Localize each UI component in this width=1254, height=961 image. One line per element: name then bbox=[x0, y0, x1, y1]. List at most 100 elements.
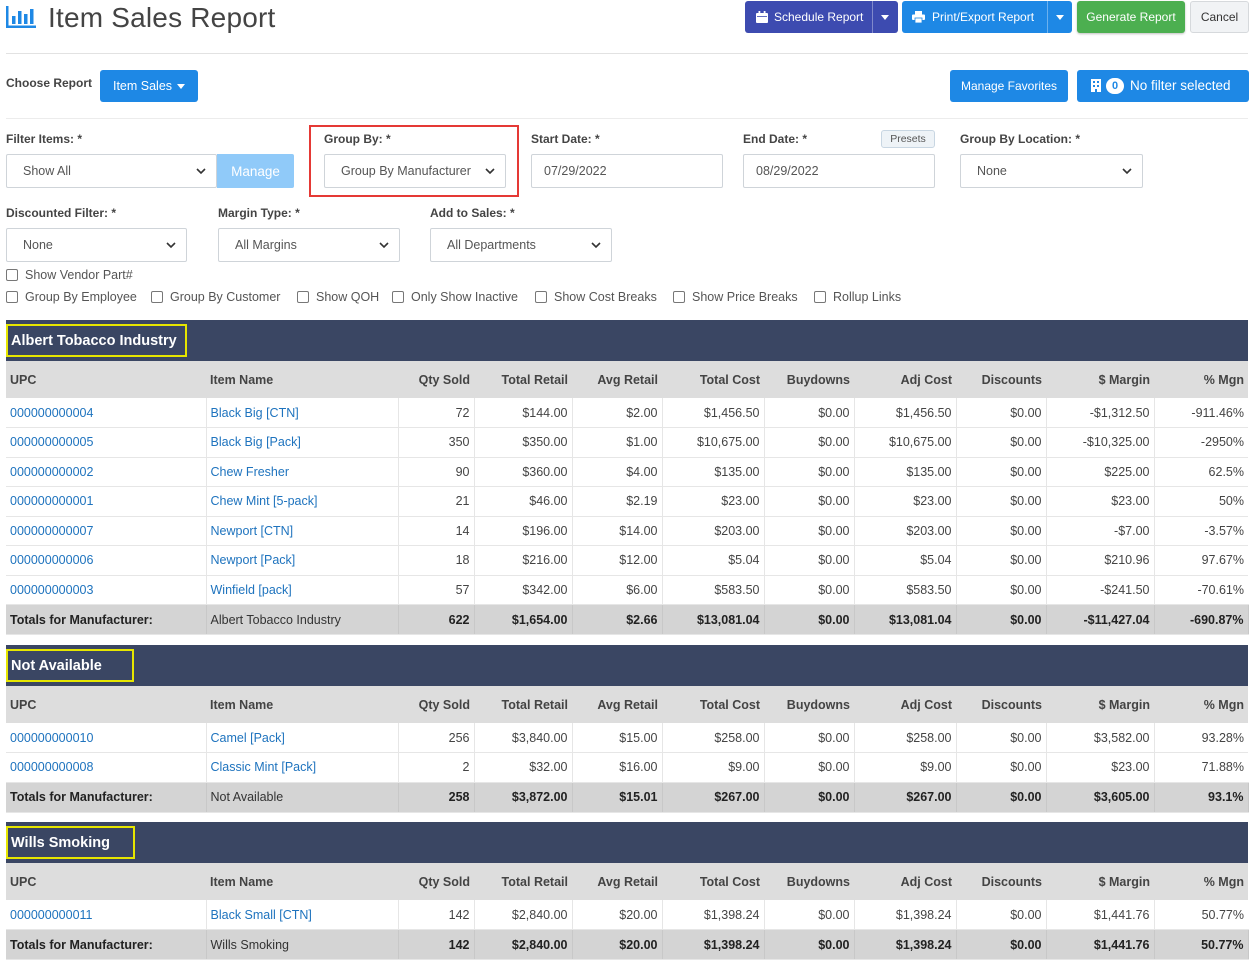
rollup-links-checkbox[interactable]: Rollup Links bbox=[814, 290, 901, 304]
start-date-input[interactable]: 07/29/2022 bbox=[531, 154, 723, 188]
column-header-total-cost[interactable]: Total Cost bbox=[662, 863, 764, 900]
cell-total-retail: $144.00 bbox=[474, 398, 573, 428]
item-name-link[interactable]: Black Big [CTN] bbox=[206, 398, 399, 428]
column-header-buydowns[interactable]: Buydowns bbox=[764, 686, 854, 723]
show-cost-breaks-checkbox[interactable]: Show Cost Breaks bbox=[535, 290, 657, 304]
item-sales-dropdown[interactable]: Item Sales bbox=[100, 70, 198, 102]
upc-link[interactable]: 000000000002 bbox=[6, 457, 207, 487]
cell-buydowns: $0.00 bbox=[764, 427, 855, 458]
column-header-adj-cost[interactable]: Adj Cost bbox=[854, 361, 956, 398]
filter-items-select[interactable]: Show All bbox=[6, 154, 217, 188]
end-date-input[interactable]: 08/29/2022 bbox=[743, 154, 935, 188]
upc-link[interactable]: 000000000011 bbox=[6, 900, 207, 930]
presets-button[interactable]: Presets bbox=[881, 130, 935, 148]
upc-link[interactable]: 000000000007 bbox=[6, 516, 207, 546]
cancel-button[interactable]: Cancel bbox=[1190, 1, 1249, 33]
column-header-qty-sold[interactable]: Qty Sold bbox=[398, 361, 474, 398]
group-by-select[interactable]: Group By Manufacturer bbox=[324, 154, 506, 188]
column-header-pct-margin[interactable]: % Mgn bbox=[1154, 361, 1248, 398]
upc-link[interactable]: 000000000004 bbox=[6, 398, 207, 428]
item-name-link[interactable]: Chew Mint [5-pack] bbox=[206, 486, 399, 517]
column-header-qty-sold[interactable]: Qty Sold bbox=[398, 863, 474, 900]
column-header-total-cost[interactable]: Total Cost bbox=[662, 361, 764, 398]
item-name-link[interactable]: Newport [CTN] bbox=[206, 516, 399, 546]
column-header-pct-margin[interactable]: % Mgn bbox=[1154, 686, 1248, 723]
printer-icon bbox=[912, 11, 925, 23]
column-header-avg-retail[interactable]: Avg Retail bbox=[572, 361, 662, 398]
item-name-link[interactable]: Classic Mint [Pack] bbox=[206, 752, 399, 783]
column-header-upc[interactable]: UPC bbox=[6, 863, 206, 900]
choose-report-label: Choose Report bbox=[6, 76, 93, 90]
cell-adj-cost: $135.00 bbox=[854, 457, 957, 487]
print-export-button[interactable]: Print/Export Report bbox=[902, 1, 1072, 33]
upc-link[interactable]: 000000000010 bbox=[6, 723, 207, 753]
item-name-link[interactable]: Black Big [Pack] bbox=[206, 427, 399, 458]
manage-favorites-button[interactable]: Manage Favorites bbox=[950, 70, 1068, 102]
column-header-adj-cost[interactable]: Adj Cost bbox=[854, 686, 956, 723]
totals-avg-retail: $20.00 bbox=[572, 929, 663, 960]
upc-link[interactable]: 000000000005 bbox=[6, 427, 207, 458]
cell-margin: $3,582.00 bbox=[1046, 723, 1155, 753]
totals-buydowns: $0.00 bbox=[764, 604, 855, 635]
column-header-adj-cost[interactable]: Adj Cost bbox=[854, 863, 956, 900]
upc-link[interactable]: 000000000003 bbox=[6, 575, 207, 605]
only-show-inactive-checkbox[interactable]: Only Show Inactive bbox=[392, 290, 518, 304]
item-name-link[interactable]: Winfield [pack] bbox=[206, 575, 399, 605]
column-header-margin[interactable]: $ Margin bbox=[1046, 361, 1154, 398]
item-name-link[interactable]: Newport [Pack] bbox=[206, 545, 399, 576]
group-by-employee-label: Group By Employee bbox=[25, 290, 137, 304]
discounted-filter-label: Discounted Filter: * bbox=[6, 206, 117, 220]
filter-selection-button[interactable]: 0 No filter selected bbox=[1077, 70, 1249, 102]
column-header-margin[interactable]: $ Margin bbox=[1046, 863, 1154, 900]
cell-buydowns: $0.00 bbox=[764, 398, 855, 428]
column-header-item-name[interactable]: Item Name bbox=[206, 686, 398, 723]
column-header-buydowns[interactable]: Buydowns bbox=[764, 863, 854, 900]
table-row: 000000000005 Black Big [Pack] 350 $350.00 $1… bbox=[6, 427, 1248, 458]
column-header-item-name[interactable]: Item Name bbox=[206, 863, 398, 900]
show-price-breaks-checkbox[interactable]: Show Price Breaks bbox=[673, 290, 798, 304]
item-name-link[interactable]: Camel [Pack] bbox=[206, 723, 399, 753]
column-header-total-retail[interactable]: Total Retail bbox=[474, 686, 572, 723]
margin-type-select[interactable]: All Margins bbox=[218, 228, 400, 262]
totals-qty: 142 bbox=[398, 929, 475, 960]
add-to-sales-select[interactable]: All Departments bbox=[430, 228, 612, 262]
cell-qty: 142 bbox=[398, 900, 475, 930]
column-header-upc[interactable]: UPC bbox=[6, 686, 206, 723]
column-header-qty-sold[interactable]: Qty Sold bbox=[398, 686, 474, 723]
column-header-total-retail[interactable]: Total Retail bbox=[474, 863, 572, 900]
upc-link[interactable]: 000000000001 bbox=[6, 486, 207, 517]
item-name-link[interactable]: Black Small [CTN] bbox=[206, 900, 399, 930]
cell-adj-cost: $10,675.00 bbox=[854, 427, 957, 458]
cell-total-cost: $583.50 bbox=[662, 575, 765, 605]
upc-link[interactable]: 000000000008 bbox=[6, 752, 207, 783]
column-header-margin[interactable]: $ Margin bbox=[1046, 686, 1154, 723]
column-header-discounts[interactable]: Discounts bbox=[956, 686, 1046, 723]
group-by-customer-checkbox[interactable]: Group By Customer bbox=[151, 290, 280, 304]
show-vendor-part-checkbox[interactable]: Show Vendor Part# bbox=[6, 268, 133, 282]
cell-avg-retail: $12.00 bbox=[572, 545, 663, 576]
column-header-buydowns[interactable]: Buydowns bbox=[764, 361, 854, 398]
cell-pct: 50.77% bbox=[1154, 900, 1248, 930]
group-location-select[interactable]: None bbox=[960, 154, 1143, 188]
cell-buydowns: $0.00 bbox=[764, 457, 855, 487]
group-by-employee-checkbox[interactable]: Group By Employee bbox=[6, 290, 137, 304]
column-header-pct-margin[interactable]: % Mgn bbox=[1154, 863, 1248, 900]
cell-margin: -$7.00 bbox=[1046, 516, 1155, 546]
column-header-total-retail[interactable]: Total Retail bbox=[474, 361, 572, 398]
show-qoh-checkbox[interactable]: Show QOH bbox=[297, 290, 379, 304]
discounted-filter-select[interactable]: None bbox=[6, 228, 187, 262]
margin-type-value: All Margins bbox=[235, 238, 297, 252]
column-header-avg-retail[interactable]: Avg Retail bbox=[572, 686, 662, 723]
item-name-link[interactable]: Chew Fresher bbox=[206, 457, 399, 487]
column-header-discounts[interactable]: Discounts bbox=[956, 863, 1046, 900]
column-header-total-cost[interactable]: Total Cost bbox=[662, 686, 764, 723]
column-header-item-name[interactable]: Item Name bbox=[206, 361, 398, 398]
column-header-avg-retail[interactable]: Avg Retail bbox=[572, 863, 662, 900]
cell-qty: 256 bbox=[398, 723, 475, 753]
schedule-report-button[interactable]: Schedule Report bbox=[745, 1, 898, 33]
generate-report-button[interactable]: Generate Report bbox=[1077, 1, 1185, 33]
column-header-discounts[interactable]: Discounts bbox=[956, 361, 1046, 398]
column-header-upc[interactable]: UPC bbox=[6, 361, 206, 398]
upc-link[interactable]: 000000000006 bbox=[6, 545, 207, 576]
manage-filter-button[interactable]: Manage bbox=[217, 154, 294, 188]
